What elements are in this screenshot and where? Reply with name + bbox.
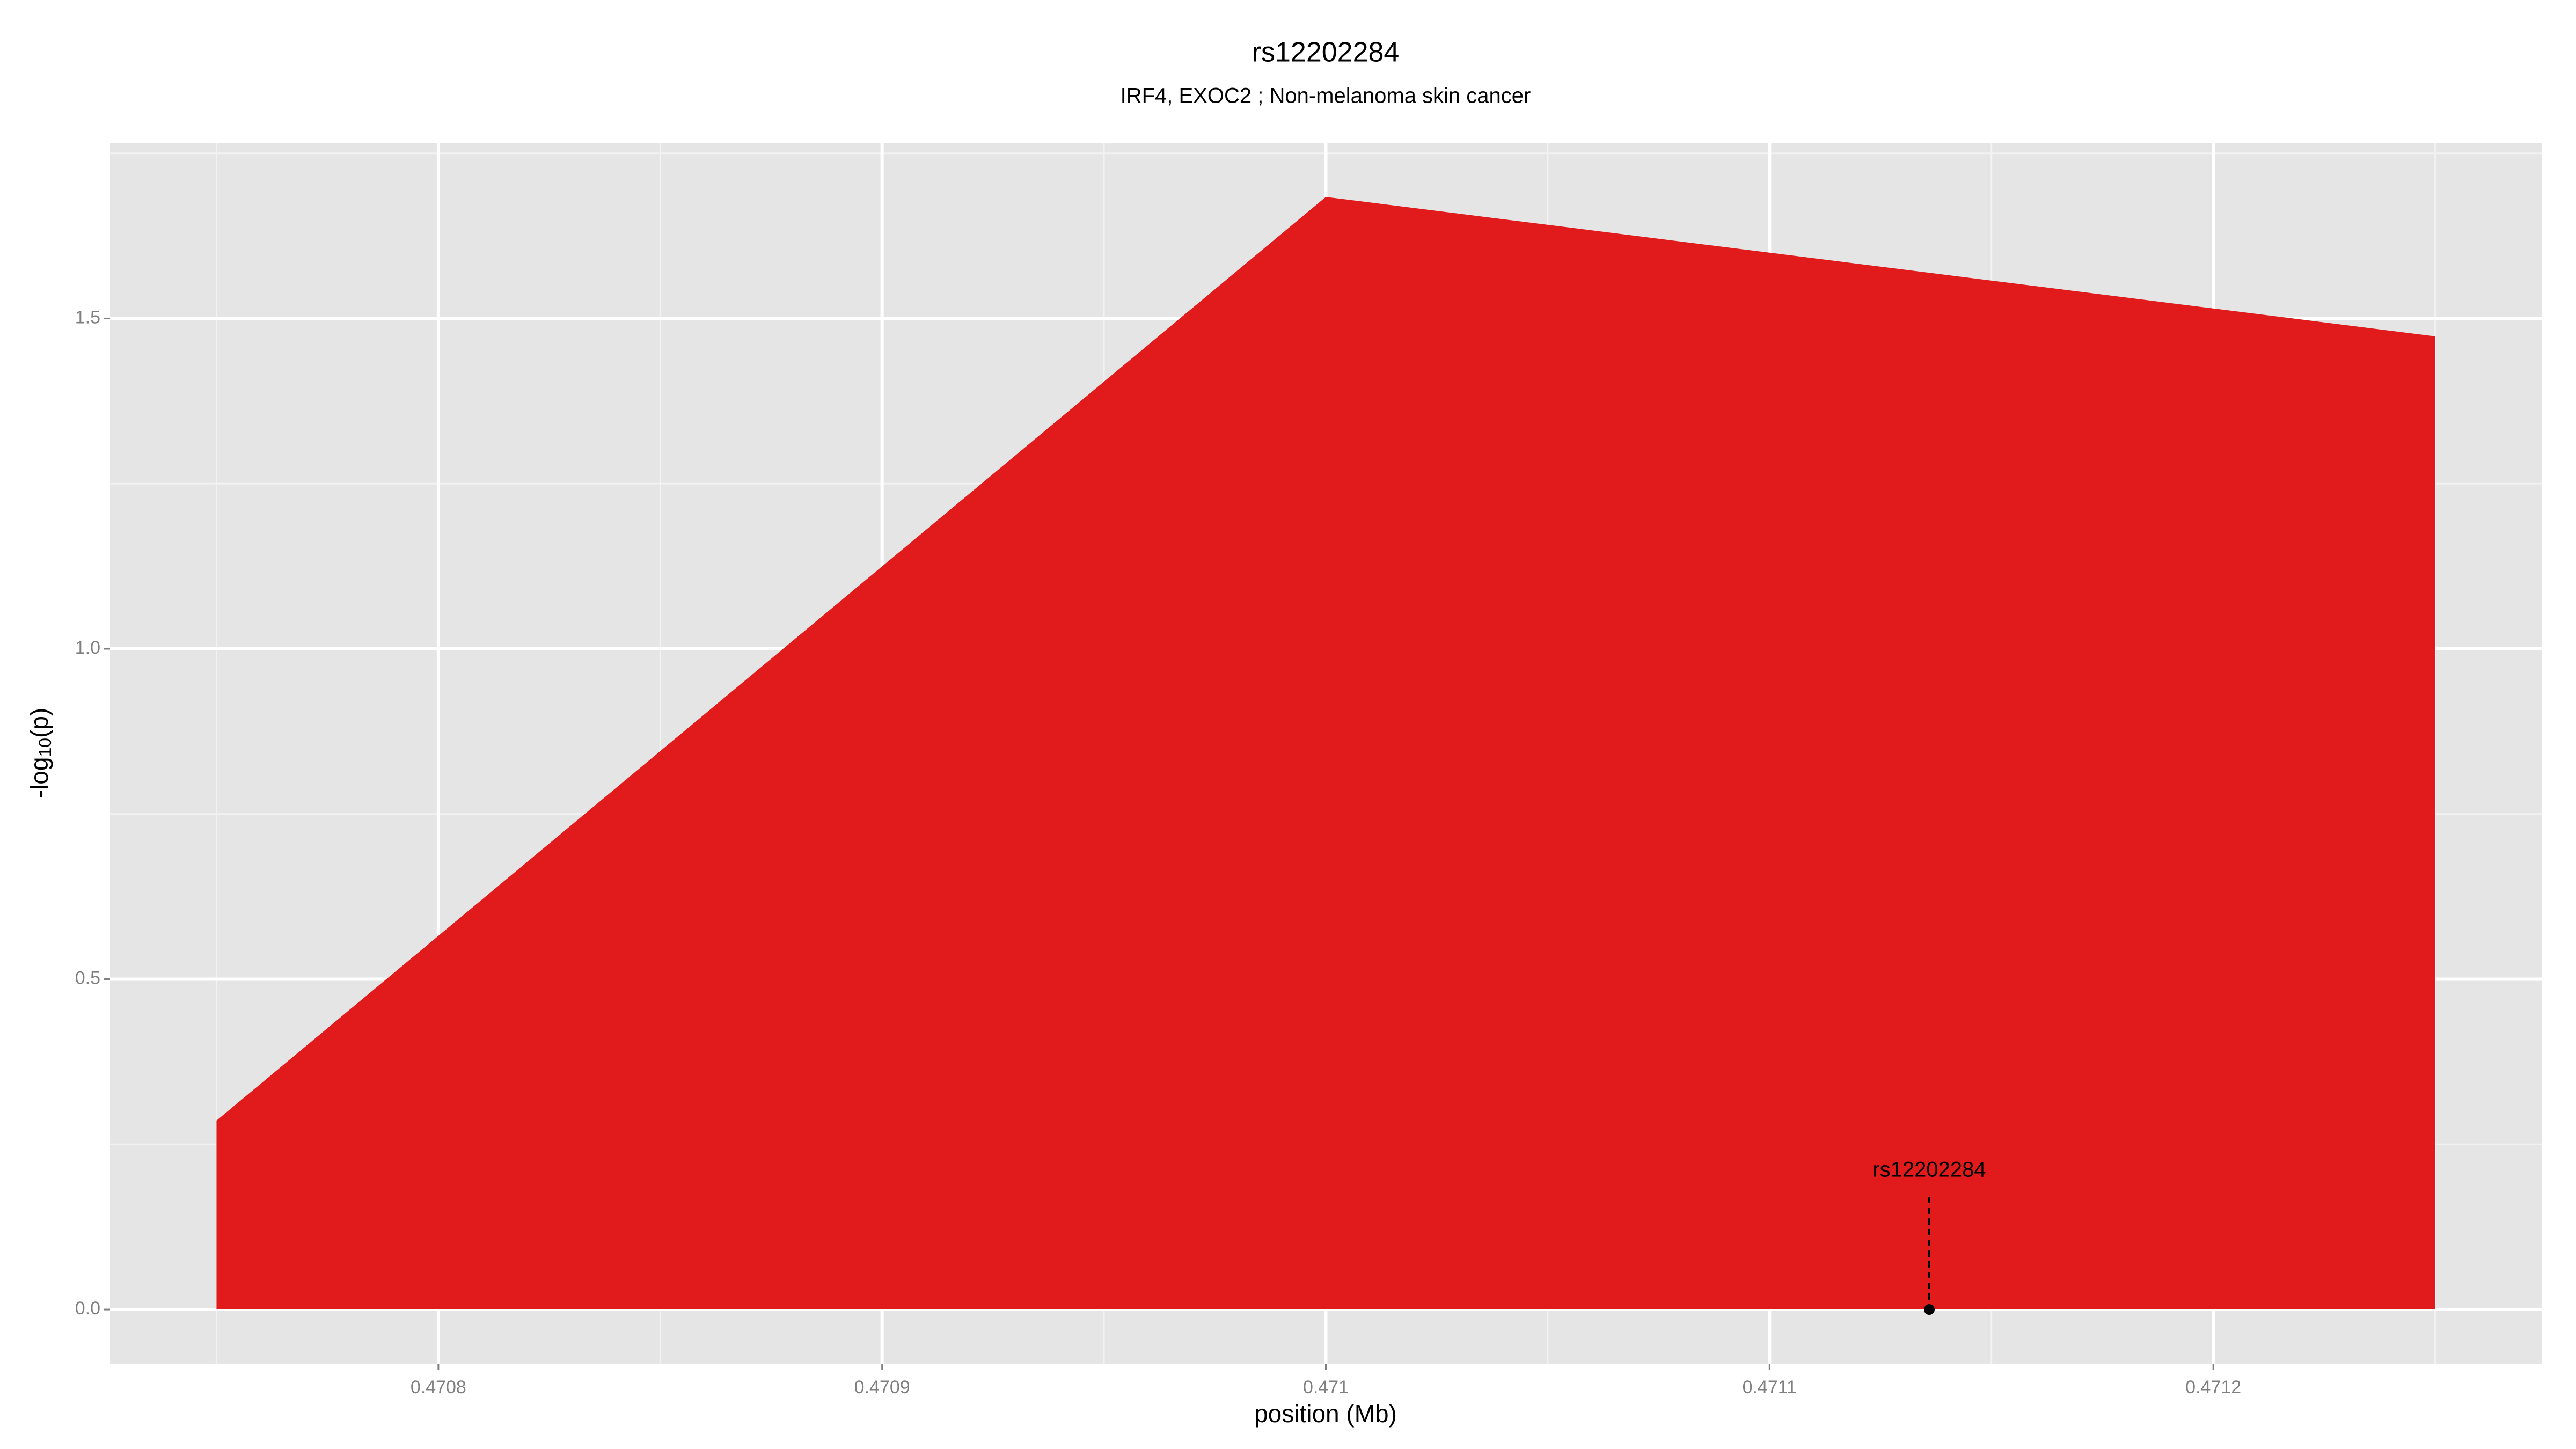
- chart-title: rs12202284: [1252, 37, 1400, 68]
- y-axis-label: -log10(p): [25, 708, 55, 799]
- x-axis-label: position (Mb): [1254, 1400, 1397, 1428]
- annotation-label: rs12202284: [1872, 1158, 1986, 1182]
- y-tick-label: 0.0: [75, 1298, 100, 1319]
- y-label-part: -log: [25, 757, 53, 799]
- annotation-point: [1923, 1304, 1935, 1315]
- area: [216, 196, 2435, 1310]
- x-tick-label: 0.4711: [1743, 1377, 1797, 1397]
- x-tick-label: 0.471: [1303, 1377, 1349, 1397]
- y-label-part: (p): [25, 708, 53, 738]
- y-tick-label: 1.0: [75, 638, 100, 658]
- y-tick-label: 0.5: [75, 968, 100, 989]
- x-tick-label: 0.4712: [2185, 1377, 2241, 1397]
- chart-subtitle: IRF4, EXOC2 ; Non-melanoma skin cancer: [1121, 84, 1531, 108]
- x-tick-label: 0.4709: [854, 1377, 910, 1397]
- y-label-part: 10: [35, 738, 55, 757]
- x-tick-label: 0.4708: [411, 1377, 466, 1397]
- y-tick-label: 1.5: [75, 307, 100, 327]
